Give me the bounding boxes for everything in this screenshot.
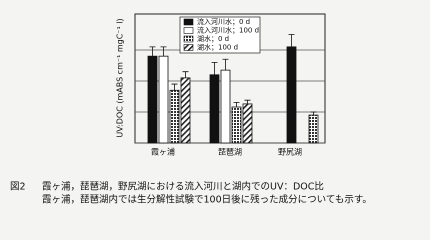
y-axis-label: UV:DOC (mABS cm⁻¹ mgC⁻¹ l) xyxy=(116,18,125,137)
error-bar xyxy=(182,71,189,78)
bar xyxy=(169,89,180,144)
legend-label: 流入河川水；100 d xyxy=(197,26,259,35)
error-bar xyxy=(288,34,295,47)
legend-label: 湖水；100 d xyxy=(197,43,238,52)
caption-line: 霞ヶ浦，琵琶湖内では生分解性試験で100日後に残った成分についても示す。 xyxy=(42,194,372,206)
x-tick-label: 野尻湖 xyxy=(278,148,302,157)
page: UV:DOC (mABS cm⁻¹ mgC⁻¹ l) 図2 霞ヶ浦，琵琶湖，野尻… xyxy=(10,13,372,206)
bar xyxy=(308,114,319,144)
bar xyxy=(286,46,297,144)
error-bar xyxy=(171,83,178,91)
error-bar xyxy=(244,99,251,104)
legend-swatch xyxy=(183,35,194,43)
bar xyxy=(158,55,169,144)
error-bar xyxy=(149,46,156,57)
legend-swatch xyxy=(183,18,194,26)
legend-swatch xyxy=(183,27,194,34)
bar xyxy=(180,77,191,144)
bar xyxy=(147,55,158,144)
legend-label: 流入河川水；0 d xyxy=(197,17,250,26)
error-bar xyxy=(233,101,240,108)
bar xyxy=(209,74,220,144)
bar xyxy=(242,103,253,144)
error-bar xyxy=(160,46,167,57)
error-bar xyxy=(222,58,229,71)
legend-label: 湖水；0 d xyxy=(197,34,229,43)
chart: UV:DOC (mABS cm⁻¹ mgC⁻¹ l) 図2 霞ヶ浦，琵琶湖，野尻… xyxy=(10,13,372,206)
error-bar xyxy=(310,111,317,116)
caption-line: 霞ヶ浦，琵琶湖，野尻湖における流入河川と湖内でのUV：DOC比 xyxy=(42,181,324,193)
caption-label: 図2 xyxy=(10,182,26,193)
legend-swatch xyxy=(183,44,194,51)
x-tick-label: 霞ヶ浦 xyxy=(151,147,175,157)
bar xyxy=(220,69,231,144)
legend-box xyxy=(179,16,261,54)
bar xyxy=(231,106,242,144)
x-tick-label: 琵琶湖 xyxy=(218,148,242,157)
error-bar xyxy=(211,61,218,75)
